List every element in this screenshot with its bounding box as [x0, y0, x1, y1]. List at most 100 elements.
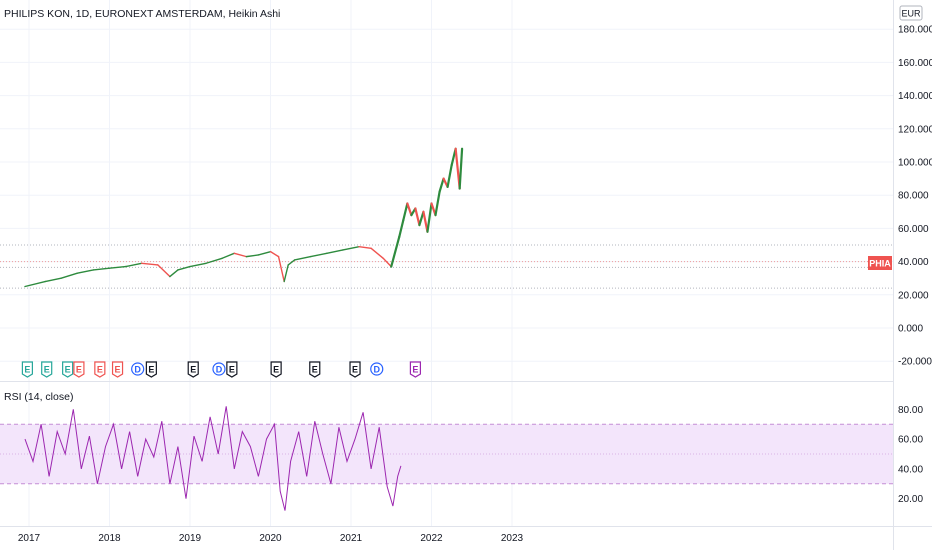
price-badge[interactable] — [868, 256, 892, 270]
price-segment — [390, 235, 401, 268]
price-segment — [358, 245, 372, 250]
earnings-marker-shape — [349, 361, 361, 378]
event-marker[interactable]: D — [212, 362, 226, 376]
time-tick-label: 2019 — [179, 533, 202, 544]
earnings-marker-shape — [270, 361, 282, 378]
price-segment — [140, 262, 159, 266]
event-marker[interactable]: E — [349, 361, 361, 378]
price-segment — [277, 255, 285, 283]
main-grid — [0, 0, 893, 381]
marker-label: D — [134, 365, 141, 375]
price-segment — [177, 265, 191, 271]
price-tick-label: 20.000 — [898, 290, 929, 301]
price-segment — [402, 202, 409, 222]
marker-label: E — [312, 365, 318, 375]
price-axis[interactable]: 180.000 160.000 140.000 120.000 100.000 80.00… — [898, 25, 932, 368]
rsi-title[interactable]: RSI (14, close) — [4, 391, 73, 403]
marker-label: E — [24, 365, 30, 375]
price-segment — [426, 202, 433, 233]
earnings-marker-shape — [62, 361, 74, 378]
event-marker[interactable]: E — [226, 361, 238, 378]
price-segment — [269, 250, 280, 258]
time-tick-label: 2023 — [501, 533, 524, 544]
earnings-marker-shape — [41, 361, 53, 378]
price-segment — [169, 269, 179, 278]
price-tick-label: 160.000 — [898, 58, 932, 69]
price-segment — [406, 202, 413, 217]
marker-label: E — [273, 365, 279, 375]
dividend-marker-shape — [370, 362, 384, 376]
price-segment — [24, 280, 46, 288]
price-segment — [76, 269, 95, 274]
time-tick-label: 2018 — [98, 533, 121, 544]
price-segment — [245, 254, 260, 258]
price-tick-label: 60.000 — [898, 224, 929, 235]
event-marker[interactable]: E — [41, 361, 53, 378]
event-marker[interactable]: E — [62, 361, 74, 378]
price-segment — [92, 267, 111, 271]
price-tick-label: 40.000 — [898, 257, 929, 268]
event-marker[interactable]: D — [131, 362, 145, 376]
price-badge-label: PHIA — [869, 259, 891, 269]
event-marker[interactable]: E — [270, 361, 282, 378]
event-marker[interactable]: E — [111, 361, 124, 378]
earnings-marker-shape — [409, 361, 421, 378]
price-segment — [446, 164, 453, 188]
marker-label: E — [190, 365, 196, 375]
price-segment — [414, 207, 421, 227]
earnings-marker-shape — [187, 361, 199, 378]
price-segment — [458, 147, 464, 190]
price-segment — [283, 264, 289, 283]
time-axis[interactable]: 2017 2018 2019 2020 2021 2022 2023 — [18, 533, 524, 544]
price-tick-label: 80.000 — [898, 191, 929, 202]
price-segment — [205, 257, 223, 264]
event-marker[interactable]: E — [187, 361, 199, 378]
marker-label: E — [229, 365, 235, 375]
price-segment — [257, 250, 272, 256]
price-segment — [342, 245, 360, 251]
symbol-title[interactable]: PHILIPS KON, 1D, EURONEXT AMSTERDAM, Hei… — [4, 8, 280, 20]
price-segment — [382, 257, 392, 268]
price-segment — [438, 177, 445, 193]
event-marker[interactable]: E — [309, 361, 321, 378]
price-tick-label: 100.000 — [898, 158, 932, 169]
rsi-tick-label: 40.00 — [898, 464, 923, 475]
price-series — [24, 147, 464, 288]
event-marker[interactable]: E — [21, 361, 33, 378]
marker-label: E — [97, 365, 103, 375]
earnings-marker-shape — [145, 361, 157, 378]
time-tick-label: 2017 — [18, 533, 41, 544]
price-segment — [157, 264, 171, 278]
marker-label: D — [216, 365, 223, 375]
event-marker[interactable]: E — [409, 361, 421, 378]
event-marker[interactable]: E — [145, 361, 157, 378]
price-segment — [398, 219, 405, 238]
event-marker[interactable]: D — [370, 362, 384, 376]
event-marker[interactable]: E — [73, 361, 85, 378]
rsi-tick-label: 80.00 — [898, 405, 923, 416]
price-segment — [60, 272, 79, 279]
earnings-marker-shape — [94, 361, 106, 378]
marker-label: E — [352, 365, 358, 375]
marker-label: E — [148, 365, 154, 375]
currency-box[interactable] — [899, 5, 923, 21]
time-tick-label: 2022 — [420, 533, 443, 544]
rsi-axis[interactable]: 80.00 60.00 40.00 20.00 — [898, 405, 923, 505]
event-marker[interactable]: E — [94, 361, 106, 378]
price-segment — [293, 255, 312, 261]
earnings-marker-shape — [309, 361, 321, 378]
price-tick-label: 140.000 — [898, 91, 932, 102]
price-tick-label: 180.000 — [898, 25, 932, 36]
earnings-marker-shape — [73, 361, 85, 378]
price-segment — [422, 210, 429, 233]
currency-label: EUR — [901, 9, 921, 19]
marker-label: D — [374, 365, 381, 375]
price-segment — [370, 247, 384, 259]
dividend-marker-shape — [131, 362, 145, 376]
price-segment — [221, 252, 235, 259]
price-segment — [124, 262, 143, 268]
dividend-marker-shape — [212, 362, 226, 376]
price-tick-label: 0.000 — [898, 324, 923, 335]
